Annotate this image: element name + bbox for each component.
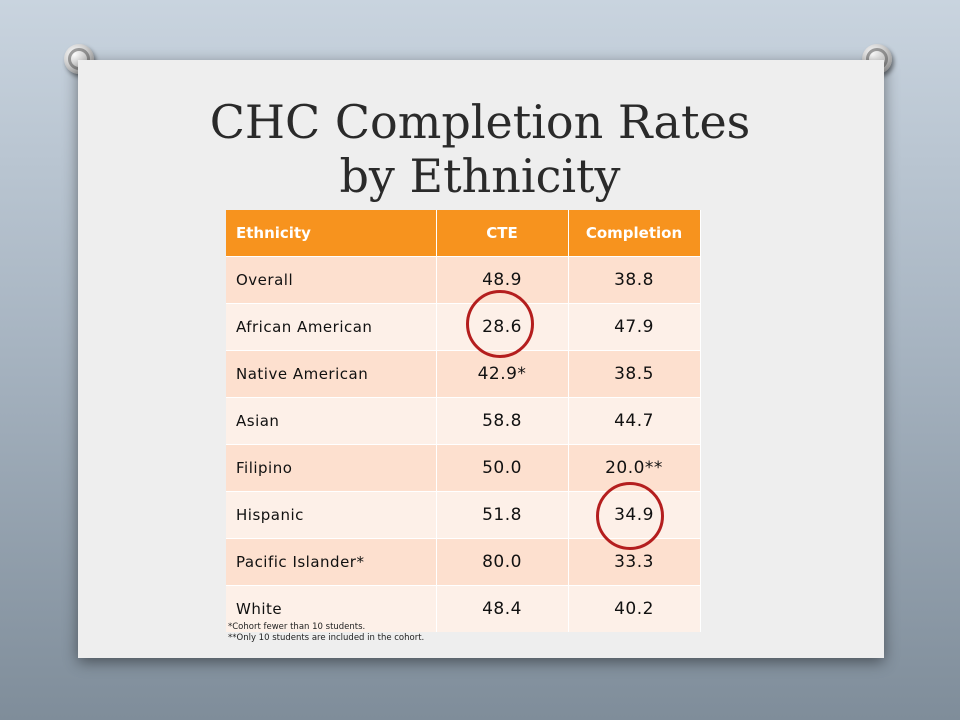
cte-cell: 58.8 [436, 397, 569, 445]
cte-cell: 48.4 [436, 585, 569, 632]
completion-cell: 20.0** [568, 444, 701, 492]
cte-cell: 42.9* [436, 350, 569, 398]
ethnicity-cell: White [226, 585, 437, 632]
header-cte: CTE [436, 210, 569, 257]
highlight-circle-hispanic-completion [596, 482, 664, 550]
ethnicity-cell: African American [226, 303, 437, 351]
header-completion: Completion [568, 210, 701, 257]
cte-cell: 80.0 [436, 538, 569, 586]
completion-cell: 38.8 [568, 256, 701, 304]
cte-cell: 51.8 [436, 491, 569, 539]
footnote-only-ten: **Only 10 students are included in the c… [228, 633, 425, 643]
table-row: White 48.4 40.2 [226, 585, 701, 632]
table-header-row: Ethnicity CTE Completion [226, 210, 701, 257]
highlight-circle-african-american-cte [466, 290, 534, 358]
table-row: Native American 42.9* 38.5 [226, 350, 701, 398]
ethnicity-cell: Filipino [226, 444, 437, 492]
completion-cell: 38.5 [568, 350, 701, 398]
ethnicity-cell: Pacific Islander* [226, 538, 437, 586]
ethnicity-cell: Native American [226, 350, 437, 398]
footnote-cohort-fewer: *Cohort fewer than 10 students. [228, 622, 366, 632]
slide-title: CHC Completion Rates by Ethnicity [209, 95, 751, 203]
ethnicity-cell: Hispanic [226, 491, 437, 539]
table-row: Asian 58.8 44.7 [226, 397, 701, 445]
header-ethnicity: Ethnicity [226, 210, 437, 257]
completion-cell: 47.9 [568, 303, 701, 351]
completion-rates-table: Ethnicity CTE Completion Overall 48.9 38… [226, 210, 701, 632]
ethnicity-cell: Overall [226, 256, 437, 304]
cte-cell: 50.0 [436, 444, 569, 492]
table-row: African American 28.6 47.9 [226, 303, 701, 351]
completion-cell: 44.7 [568, 397, 701, 445]
table-row: Overall 48.9 38.8 [226, 256, 701, 304]
completion-cell: 40.2 [568, 585, 701, 632]
table-row: Filipino 50.0 20.0** [226, 444, 701, 492]
footnotes: *Cohort fewer than 10 students. **Only 1… [228, 622, 424, 644]
ethnicity-cell: Asian [226, 397, 437, 445]
